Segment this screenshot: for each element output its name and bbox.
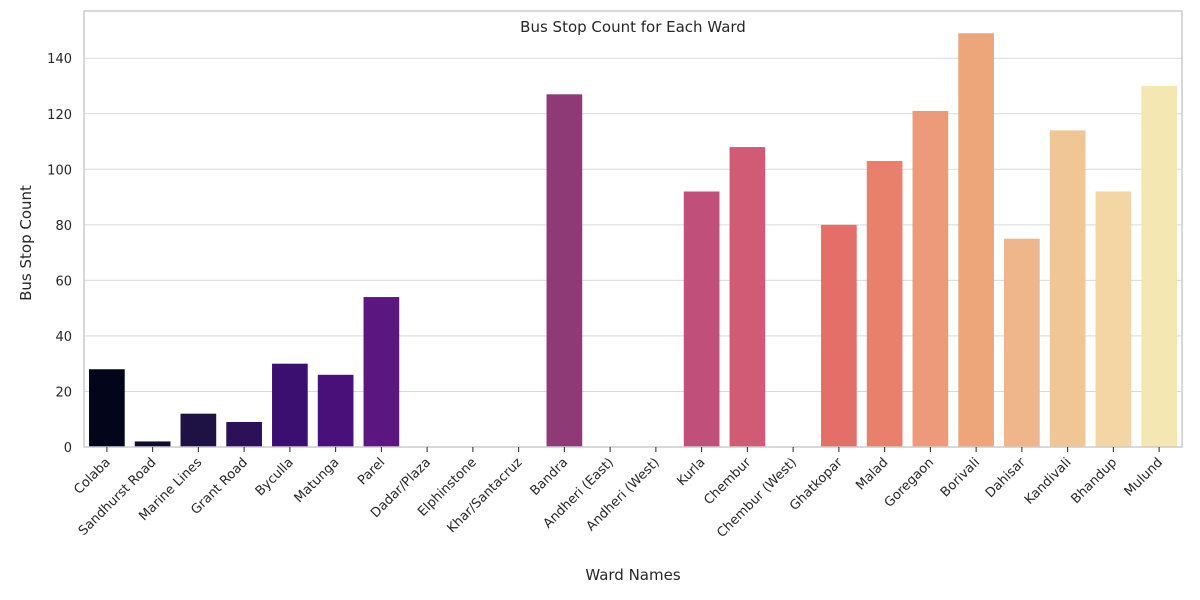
x-tick-label: Mulund bbox=[1122, 455, 1166, 499]
chart-title: Bus Stop Count for Each Ward bbox=[520, 18, 746, 36]
bar-chembur bbox=[729, 147, 766, 448]
x-tick-label: Bhandup bbox=[1069, 455, 1121, 507]
bar-bhandup bbox=[1095, 191, 1132, 447]
x-tick-label: Malad bbox=[853, 455, 891, 493]
x-axis-label: Ward Names bbox=[585, 566, 681, 584]
bar-ghatkopar bbox=[821, 224, 857, 447]
bar-byculla bbox=[272, 363, 308, 447]
y-tick-label: 120 bbox=[47, 108, 72, 123]
x-tick-label: Parel bbox=[355, 455, 388, 488]
y-tick-label: 100 bbox=[47, 163, 72, 178]
y-tick-label: 140 bbox=[47, 52, 72, 67]
bar-malad bbox=[866, 160, 903, 447]
y-tick-label: 20 bbox=[55, 385, 72, 400]
gridlines bbox=[84, 57, 1182, 448]
bar-mulund bbox=[1141, 85, 1177, 447]
y-tick-label: 0 bbox=[64, 441, 72, 456]
plot-frame bbox=[83, 10, 1183, 448]
x-tick-label: Kurla bbox=[674, 455, 708, 489]
bar-bandra bbox=[546, 94, 583, 447]
bar-colaba bbox=[89, 369, 125, 447]
y-axis-label: Bus Stop Count bbox=[17, 185, 35, 301]
x-tick-label: Borivali bbox=[938, 455, 983, 500]
x-tick-label: Sandhurst Road bbox=[76, 455, 160, 539]
bar-goregaon bbox=[912, 110, 949, 448]
bar-grant-road bbox=[226, 422, 262, 447]
bar-marine-lines bbox=[180, 413, 217, 447]
x-tick-label: Byculla bbox=[253, 455, 297, 499]
x-tick-label: Bandra bbox=[528, 455, 572, 499]
bar-kurla bbox=[683, 191, 720, 447]
y-tick-label: 80 bbox=[55, 219, 72, 234]
x-tick-label: Chembur (West) bbox=[714, 455, 800, 541]
bar-matunga bbox=[317, 374, 354, 447]
bar-parel bbox=[363, 297, 400, 447]
x-tick-label: Kandivali bbox=[1022, 455, 1075, 508]
y-axis-ticks: 0 20 40 60 80 100 120 140 bbox=[47, 52, 72, 456]
x-tick-label: Goregaon bbox=[882, 455, 938, 511]
bars bbox=[89, 33, 1177, 448]
bar-kandivali bbox=[1049, 130, 1086, 448]
y-tick-label: 60 bbox=[55, 274, 72, 289]
bar-dahisar bbox=[1004, 238, 1040, 447]
bar-sandhurst-road bbox=[134, 441, 171, 447]
bar-borivali bbox=[958, 33, 994, 448]
y-tick-label: 40 bbox=[55, 330, 72, 345]
x-tick-label: Matunga bbox=[292, 455, 343, 506]
x-tick-label: Dahisar bbox=[983, 455, 1029, 501]
x-tick-label: Colaba bbox=[71, 455, 113, 497]
